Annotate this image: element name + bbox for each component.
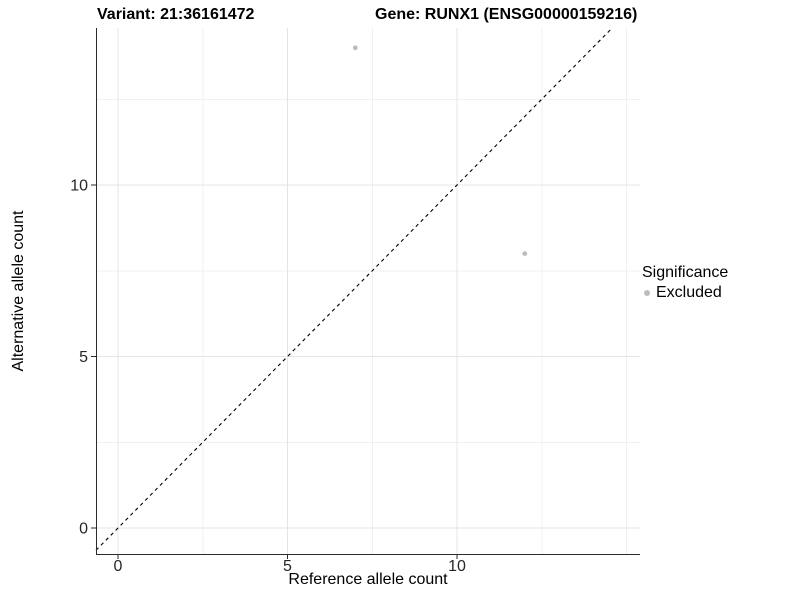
y-axis-label: Alternative allele count	[10, 210, 27, 372]
y-tick-label: 0	[79, 521, 88, 538]
identity-reference-line	[95, 27, 613, 551]
plot-title-variant: Variant: 21:36161472	[97, 6, 255, 23]
data-point	[352, 45, 358, 51]
x-axis-label: Reference allele count	[288, 571, 448, 588]
plot-title-gene: Gene: RUNX1 (ENSG00000159216)	[375, 6, 638, 23]
y-tick-label: 5	[79, 349, 88, 366]
legend-title: Significance	[642, 264, 729, 281]
x-tick-label: 5	[283, 558, 292, 575]
legend-point-icon	[644, 290, 650, 296]
legend-item-label: Excluded	[656, 284, 722, 301]
x-tick-label: 10	[448, 558, 466, 575]
data-point	[522, 251, 528, 256]
legend-item-excluded: Excluded	[642, 284, 728, 302]
y-tick-label: 10	[70, 178, 88, 195]
x-tick-label: 0	[114, 558, 123, 575]
legend: Significance Excluded	[642, 264, 728, 302]
